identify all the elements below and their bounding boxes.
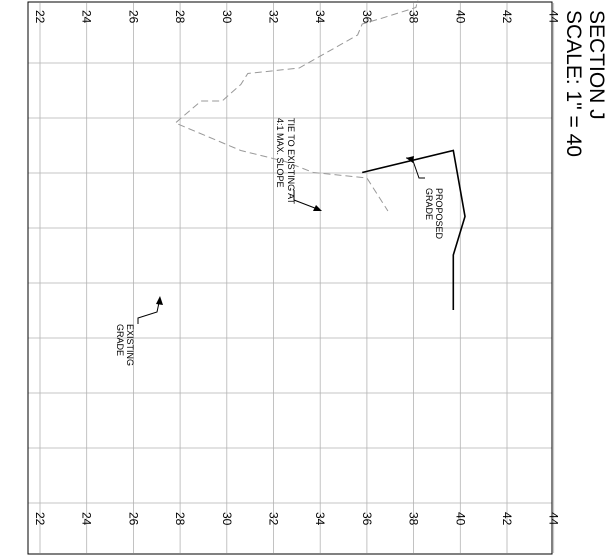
- elevation-label: 32: [267, 512, 281, 526]
- elevation-label: 42: [500, 10, 514, 24]
- elevation-label: 32: [267, 10, 281, 24]
- section-scale: SCALE: 1" = 40: [562, 10, 585, 157]
- elevation-label: 26: [126, 512, 140, 526]
- existing-grade-line: [174, 0, 419, 212]
- elevation-label: 24: [80, 512, 94, 526]
- elevation-label: 38: [407, 10, 421, 24]
- proposed-label-line-1: PROPOSED: [434, 188, 444, 240]
- section-frame: [27, 1, 553, 555]
- elevation-label: 26: [126, 10, 140, 24]
- section-title: SECTION J: [585, 10, 608, 120]
- elevation-labels-top: 22 24 26 28 30 32 34 36 38 40 42 44: [33, 10, 561, 24]
- elevation-label: 24: [80, 10, 94, 24]
- elevation-label: 34: [313, 512, 327, 526]
- elevation-label: 34: [313, 10, 327, 24]
- proposed-grade-label: PROPOSED GRADE: [424, 188, 444, 240]
- elevation-label: 22: [33, 10, 47, 24]
- title-block: SECTION J SCALE: 1" = 40: [562, 10, 608, 157]
- elevation-label: 30: [220, 512, 234, 526]
- elevation-label: 36: [360, 512, 374, 526]
- tie-leader: [293, 190, 322, 211]
- grid: [28, 3, 555, 553]
- tie-note-line-2: 4:1 MAX. SLOPE: [275, 118, 285, 188]
- proposed-label-line-2: GRADE: [424, 188, 434, 220]
- existing-grade-label: EXISTING GRADE: [115, 324, 135, 366]
- proposed-grade-leader: [406, 156, 425, 179]
- proposed-grade-line: [362, 149, 466, 310]
- existing-label-line-1: EXISTING: [125, 324, 135, 366]
- tie-note-line-1: TIE TO EXISTING AT: [286, 118, 296, 205]
- existing-grade-leader: [137, 296, 163, 324]
- elevation-label: 28: [173, 10, 187, 24]
- existing-label-line-2: GRADE: [115, 324, 125, 356]
- elevation-label: 36: [360, 10, 374, 24]
- elevation-label: 40: [453, 10, 467, 24]
- elevation-label: 30: [220, 10, 234, 24]
- elevation-label: 42: [500, 512, 514, 526]
- elevation-label: 40: [453, 512, 467, 526]
- elevation-labels-bottom: 22 24 26 28 30 32 34 36 38 40 42 44: [33, 512, 561, 526]
- elevation-label: 28: [173, 512, 187, 526]
- elevation-label: 44: [547, 10, 561, 24]
- elevation-label: 22: [33, 512, 47, 526]
- tie-note: TIE TO EXISTING AT 4:1 MAX. SLOPE: [275, 118, 296, 205]
- elevation-label: 44: [547, 512, 561, 526]
- elevation-label: 38: [407, 512, 421, 526]
